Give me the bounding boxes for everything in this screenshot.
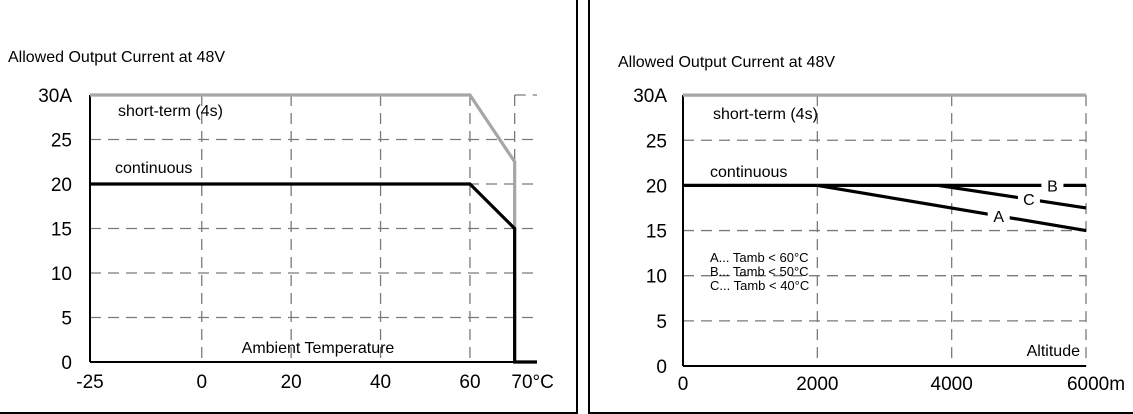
x-axis-label: Altitude xyxy=(1027,343,1080,360)
y-tick-label: 20 xyxy=(51,175,72,196)
altitude-derating-chart: Allowed Output Current at 48V 0 5 10 15 20 25 3… xyxy=(618,54,1125,395)
continuous-line xyxy=(90,182,537,364)
x-tick-label: 6000m xyxy=(1067,374,1125,395)
curve-c-label-bg xyxy=(1017,189,1040,208)
legend-note: B... Tamb < 50°C xyxy=(710,264,809,279)
y-tick-label: 15 xyxy=(51,220,72,241)
x-tick-label: 20 xyxy=(281,372,302,393)
curve-a-label: A xyxy=(993,209,1004,226)
y-tick-label: 25 xyxy=(646,131,667,152)
chart-panel-altitude: Allowed Output Current at 48V 0 5 10 15 20 25 3… xyxy=(588,0,1133,414)
curve-a-label-bg xyxy=(987,207,1010,226)
y-tick-label: 20 xyxy=(646,176,667,197)
legend-note: C... Tamb < 40°C xyxy=(710,278,809,293)
y-tick-label: 25 xyxy=(51,131,72,152)
y-tick-label: 5 xyxy=(61,309,72,330)
y-tick-label: 10 xyxy=(51,264,72,285)
curve-b-label-bg xyxy=(1041,176,1064,195)
x-tick-label: 0 xyxy=(678,374,689,395)
y-tick-label: 0 xyxy=(656,357,667,378)
legend-note: A... Tamb < 60°C xyxy=(710,250,809,265)
chart-title: Allowed Output Current at 48V xyxy=(618,54,835,71)
curve-c-line xyxy=(938,183,1087,210)
chart-title: Allowed Output Current at 48V xyxy=(8,49,225,66)
curve-b-label: B xyxy=(1047,178,1058,195)
y-tick-label: 0 xyxy=(61,353,72,374)
continuous-label: continuous xyxy=(115,160,192,177)
x-tick-label: 2000 xyxy=(796,374,838,395)
x-tick-label: 0 xyxy=(196,372,207,393)
x-tick-label: 70°C xyxy=(511,372,553,393)
y-tick-label: 30A xyxy=(633,86,667,107)
curve-c-label: C xyxy=(1023,192,1035,209)
short-term-label: short-term (4s) xyxy=(713,106,818,123)
temperature-derating-chart: Allowed Output Current at 48V 0 5 10 15 20 25 3… xyxy=(8,49,554,393)
x-axis-label: Ambient Temperature xyxy=(242,340,395,357)
chart-panel-temperature: Allowed Output Current at 48V 0 5 10 15 20 25 3… xyxy=(0,0,578,414)
x-tick-label: -25 xyxy=(76,372,103,393)
y-tick-label: 30A xyxy=(38,86,72,107)
curve-a-line xyxy=(817,183,1087,233)
y-tick-label: 15 xyxy=(646,222,667,243)
continuous-label: continuous xyxy=(710,164,787,181)
x-tick-label: 4000 xyxy=(931,374,973,395)
y-tick-label: 10 xyxy=(646,267,667,288)
short-term-label: short-term (4s) xyxy=(118,103,223,120)
y-tick-label: 5 xyxy=(656,312,667,333)
x-tick-label: 40 xyxy=(370,372,391,393)
x-tick-label: 60 xyxy=(459,372,480,393)
